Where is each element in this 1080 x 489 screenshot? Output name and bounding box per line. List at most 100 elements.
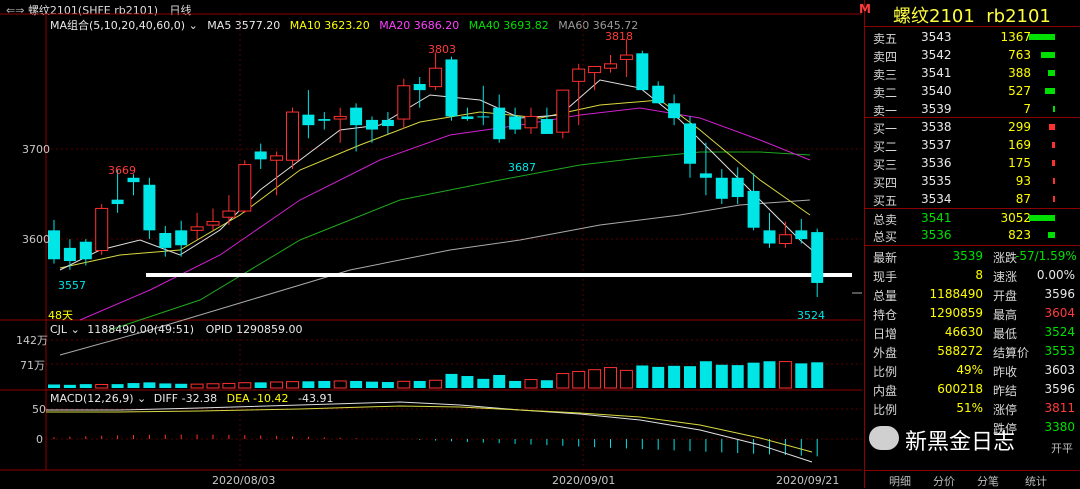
candle-body — [811, 232, 824, 283]
tab-detail[interactable]: 明细 — [889, 475, 911, 488]
quote-row-bar — [1029, 215, 1055, 221]
macd-value: -43.91 — [298, 392, 334, 405]
vol-axis-mid: 71万 — [20, 359, 45, 372]
volume-bar — [111, 384, 124, 388]
volume-bar — [206, 383, 220, 389]
stat-value: 8 — [975, 268, 983, 282]
macd-dea: DEA -10.42 — [226, 392, 289, 405]
tab-ticks[interactable]: 分笔 — [977, 475, 999, 488]
macd-label[interactable]: MACD(12,26,9) — [50, 392, 134, 405]
tab-price[interactable]: 分价 — [933, 475, 955, 488]
candle-body — [95, 207, 109, 252]
quote-row-bar — [1049, 124, 1055, 130]
days-label: 48天 — [48, 309, 73, 322]
stat-value: 3603 — [1044, 363, 1075, 377]
volume-bar — [333, 380, 347, 389]
tab-stats[interactable]: 统计 — [1025, 475, 1047, 488]
candle-body — [572, 68, 586, 82]
ma5-value: MA5 3577.20 — [207, 19, 281, 32]
quote-panel: M 螺纹2101 rb2101 卖五 3543 1367 卖四 3542 763 卖三 354… — [859, 0, 1080, 489]
volume-bar — [429, 379, 443, 389]
watermark: 新黑金日志 开平 — [865, 418, 1080, 468]
price-label-3557: 3557 — [58, 279, 86, 292]
candle-body — [684, 123, 696, 164]
quote-tabs: 明细 分价 分笔 统计 — [865, 470, 1080, 489]
quote-row[interactable]: 卖三 3541 388 — [865, 64, 1080, 83]
candle-body — [190, 226, 204, 231]
volume-bar — [778, 361, 792, 389]
candle-body — [381, 119, 394, 127]
quote-row[interactable]: 卖一 3539 7 — [865, 100, 1080, 119]
candle-body — [636, 53, 649, 91]
macd-axis-50: 50 — [32, 403, 46, 416]
quote-row-price: 3538 — [921, 120, 952, 134]
quote-row-label: 买二 — [873, 140, 898, 154]
stat-label: 结算价 — [993, 346, 1030, 360]
macd-diff: DIFF -32.38 — [153, 392, 218, 405]
candle-body — [477, 116, 490, 118]
volume-bar — [381, 382, 394, 388]
quote-row-price: 3534 — [921, 192, 952, 206]
volume-bar — [127, 383, 140, 388]
quote-row-volume: 763 — [1008, 48, 1031, 62]
quote-row[interactable]: 卖五 3543 1367 — [865, 28, 1080, 47]
stat-label: 涨停 — [993, 403, 1018, 417]
quote-row[interactable]: 卖二 3540 527 — [865, 82, 1080, 101]
stat-value: 3553 — [1044, 344, 1075, 358]
volume-bar — [540, 380, 553, 388]
volume-bar — [159, 383, 172, 388]
volume-bar — [445, 373, 458, 388]
stat-label: 昨结 — [993, 384, 1018, 398]
chevron-down-icon[interactable]: ⌄ — [188, 19, 198, 32]
candle-body — [715, 177, 728, 199]
quote-row[interactable]: 买二 3537 169 — [865, 136, 1080, 155]
quote-row-volume: 823 — [1008, 228, 1031, 242]
quote-row-label: 买五 — [873, 194, 898, 208]
quote-row[interactable]: 总买 3536 823 — [865, 226, 1080, 245]
volume-bar — [699, 361, 712, 388]
stat-value: 51% — [956, 401, 983, 415]
price-label-3818: 3818 — [605, 30, 633, 43]
ma-combo-label[interactable]: MA组合(5,10,20,40,60,0) — [50, 19, 186, 32]
axis-3600: 3600 — [22, 233, 50, 246]
candle-body — [668, 103, 681, 119]
stat-label: 最新 — [873, 251, 898, 265]
quote-row[interactable]: 买五 3534 87 — [865, 190, 1080, 209]
macd-diff-line — [46, 401, 813, 463]
ma20-value: MA20 3686.20 — [379, 19, 460, 32]
quote-row[interactable]: 卖四 3542 763 — [865, 46, 1080, 65]
candle-body — [778, 234, 792, 244]
quote-row[interactable]: 买四 3535 93 — [865, 172, 1080, 191]
quote-row[interactable]: 买三 3536 175 — [865, 154, 1080, 173]
volume-bar — [747, 362, 760, 388]
quote-row-bar — [1029, 34, 1055, 40]
quote-row[interactable]: 总卖 3541 3052 — [865, 209, 1080, 228]
candle-body — [795, 230, 808, 240]
stat-label: 日增 — [873, 327, 898, 341]
stat-value: 3380 — [1044, 420, 1075, 434]
volume-bar — [79, 384, 92, 388]
candle-body — [619, 54, 633, 60]
quote-row-label: 买三 — [873, 158, 898, 172]
chevron-down-icon[interactable]: ⌄ — [70, 323, 80, 336]
quote-row-label: 卖五 — [873, 32, 898, 46]
volume-bar — [652, 366, 665, 388]
date-label: 2020/09/01 — [552, 474, 616, 487]
kline-chart-area[interactable]: ⇐⇒ 螺纹2101(SHFE rb2101) 日线 MA组合(5,10,20,4… — [0, 0, 862, 488]
price-chart-svg[interactable] — [0, 0, 862, 488]
quote-row[interactable]: 买一 3538 299 — [865, 118, 1080, 137]
candle-body — [143, 184, 156, 231]
quote-row-bar — [1045, 88, 1055, 94]
quote-row-label: 买一 — [873, 122, 898, 136]
volume-bar — [572, 370, 586, 389]
quote-row-volume: 169 — [1008, 138, 1031, 152]
stat-label: 最低 — [993, 327, 1018, 341]
quote-row-label: 总买 — [873, 230, 898, 244]
candle-body — [493, 107, 506, 140]
ma60-line — [59, 199, 811, 356]
quote-row-volume: 299 — [1008, 120, 1031, 134]
chevron-down-icon[interactable]: ⌄ — [137, 392, 147, 405]
candle-body — [127, 177, 140, 183]
cjl-label[interactable]: CJL — [50, 323, 68, 336]
stat-row: 日增 46630 最低 3524 — [865, 323, 1080, 342]
